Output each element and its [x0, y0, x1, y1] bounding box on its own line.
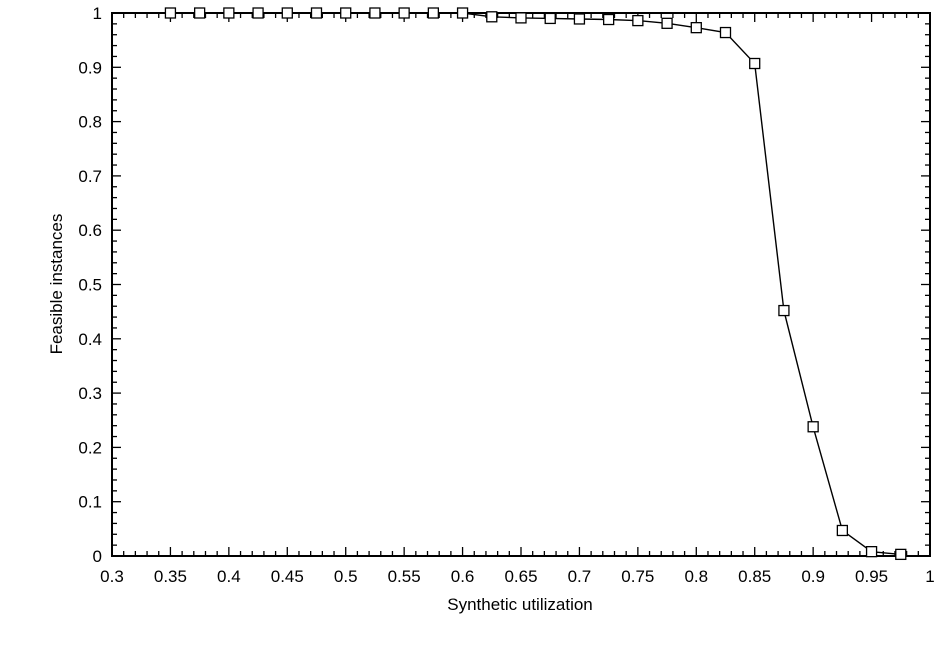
y-tick-label: 0.7 — [78, 167, 102, 186]
x-tick-label: 0.75 — [621, 567, 654, 586]
data-point-marker — [310, 7, 323, 19]
data-point-marker — [865, 546, 878, 558]
x-tick-label: 0.35 — [154, 567, 187, 586]
data-point-marker — [602, 13, 615, 26]
y-tick-label: 0.5 — [78, 276, 102, 295]
data-point-marker — [281, 7, 293, 19]
data-point-marker — [515, 12, 527, 24]
data-point-marker — [778, 304, 790, 317]
y-axis-title: Feasible instances — [47, 214, 66, 355]
y-tick-label: 0.8 — [78, 113, 102, 132]
data-point-marker — [836, 524, 849, 537]
x-tick-label: 0.9 — [801, 567, 825, 586]
x-tick-label: 0.45 — [271, 567, 304, 586]
y-tick-label: 0.6 — [78, 221, 102, 240]
x-tick-label: 0.95 — [855, 567, 888, 586]
x-tick-label: 0.8 — [684, 567, 708, 586]
y-tick-label: 0.3 — [78, 384, 102, 403]
data-point-marker — [369, 7, 381, 19]
data-point-marker — [807, 421, 819, 433]
data-point-marker — [456, 7, 469, 19]
x-tick-label: 0.3 — [100, 567, 124, 586]
x-axis-title: Synthetic utilization — [447, 595, 593, 614]
x-tick-label: 1 — [925, 567, 934, 586]
x-tick-label: 0.55 — [388, 567, 421, 586]
x-tick-label: 0.6 — [451, 567, 475, 586]
data-point-marker — [544, 12, 556, 25]
data-point-marker — [632, 14, 644, 27]
x-tick-label: 0.4 — [217, 567, 241, 586]
data-point-marker — [486, 11, 498, 23]
y-tick-label: 0.9 — [78, 58, 102, 77]
data-point-marker — [398, 7, 410, 19]
series-line — [170, 12, 901, 556]
data-point-marker — [661, 17, 673, 29]
data-point-marker — [340, 7, 352, 19]
y-tick-label: 0 — [93, 547, 102, 566]
plot-frame — [111, 12, 931, 557]
x-tick-label: 0.85 — [738, 567, 771, 586]
data-point-marker — [427, 7, 440, 19]
y-tick-label: 1 — [93, 4, 102, 23]
data-point-marker — [690, 22, 702, 34]
data-point-marker — [223, 7, 235, 19]
data-point-marker — [252, 7, 264, 19]
x-tick-label: 0.5 — [334, 567, 358, 586]
data-point-marker — [193, 7, 206, 19]
y-tick-label: 0.4 — [78, 330, 102, 349]
data-point-marker — [895, 548, 907, 561]
data-point-marker — [719, 26, 732, 39]
x-tick-label: 0.7 — [568, 567, 592, 586]
data-point-marker — [749, 57, 761, 70]
data-point-marker — [573, 13, 586, 25]
data-point-marker — [164, 7, 177, 19]
y-tick-label: 0.2 — [78, 438, 102, 457]
y-tick-label: 0.1 — [78, 493, 102, 512]
x-tick-label: 0.65 — [504, 567, 537, 586]
